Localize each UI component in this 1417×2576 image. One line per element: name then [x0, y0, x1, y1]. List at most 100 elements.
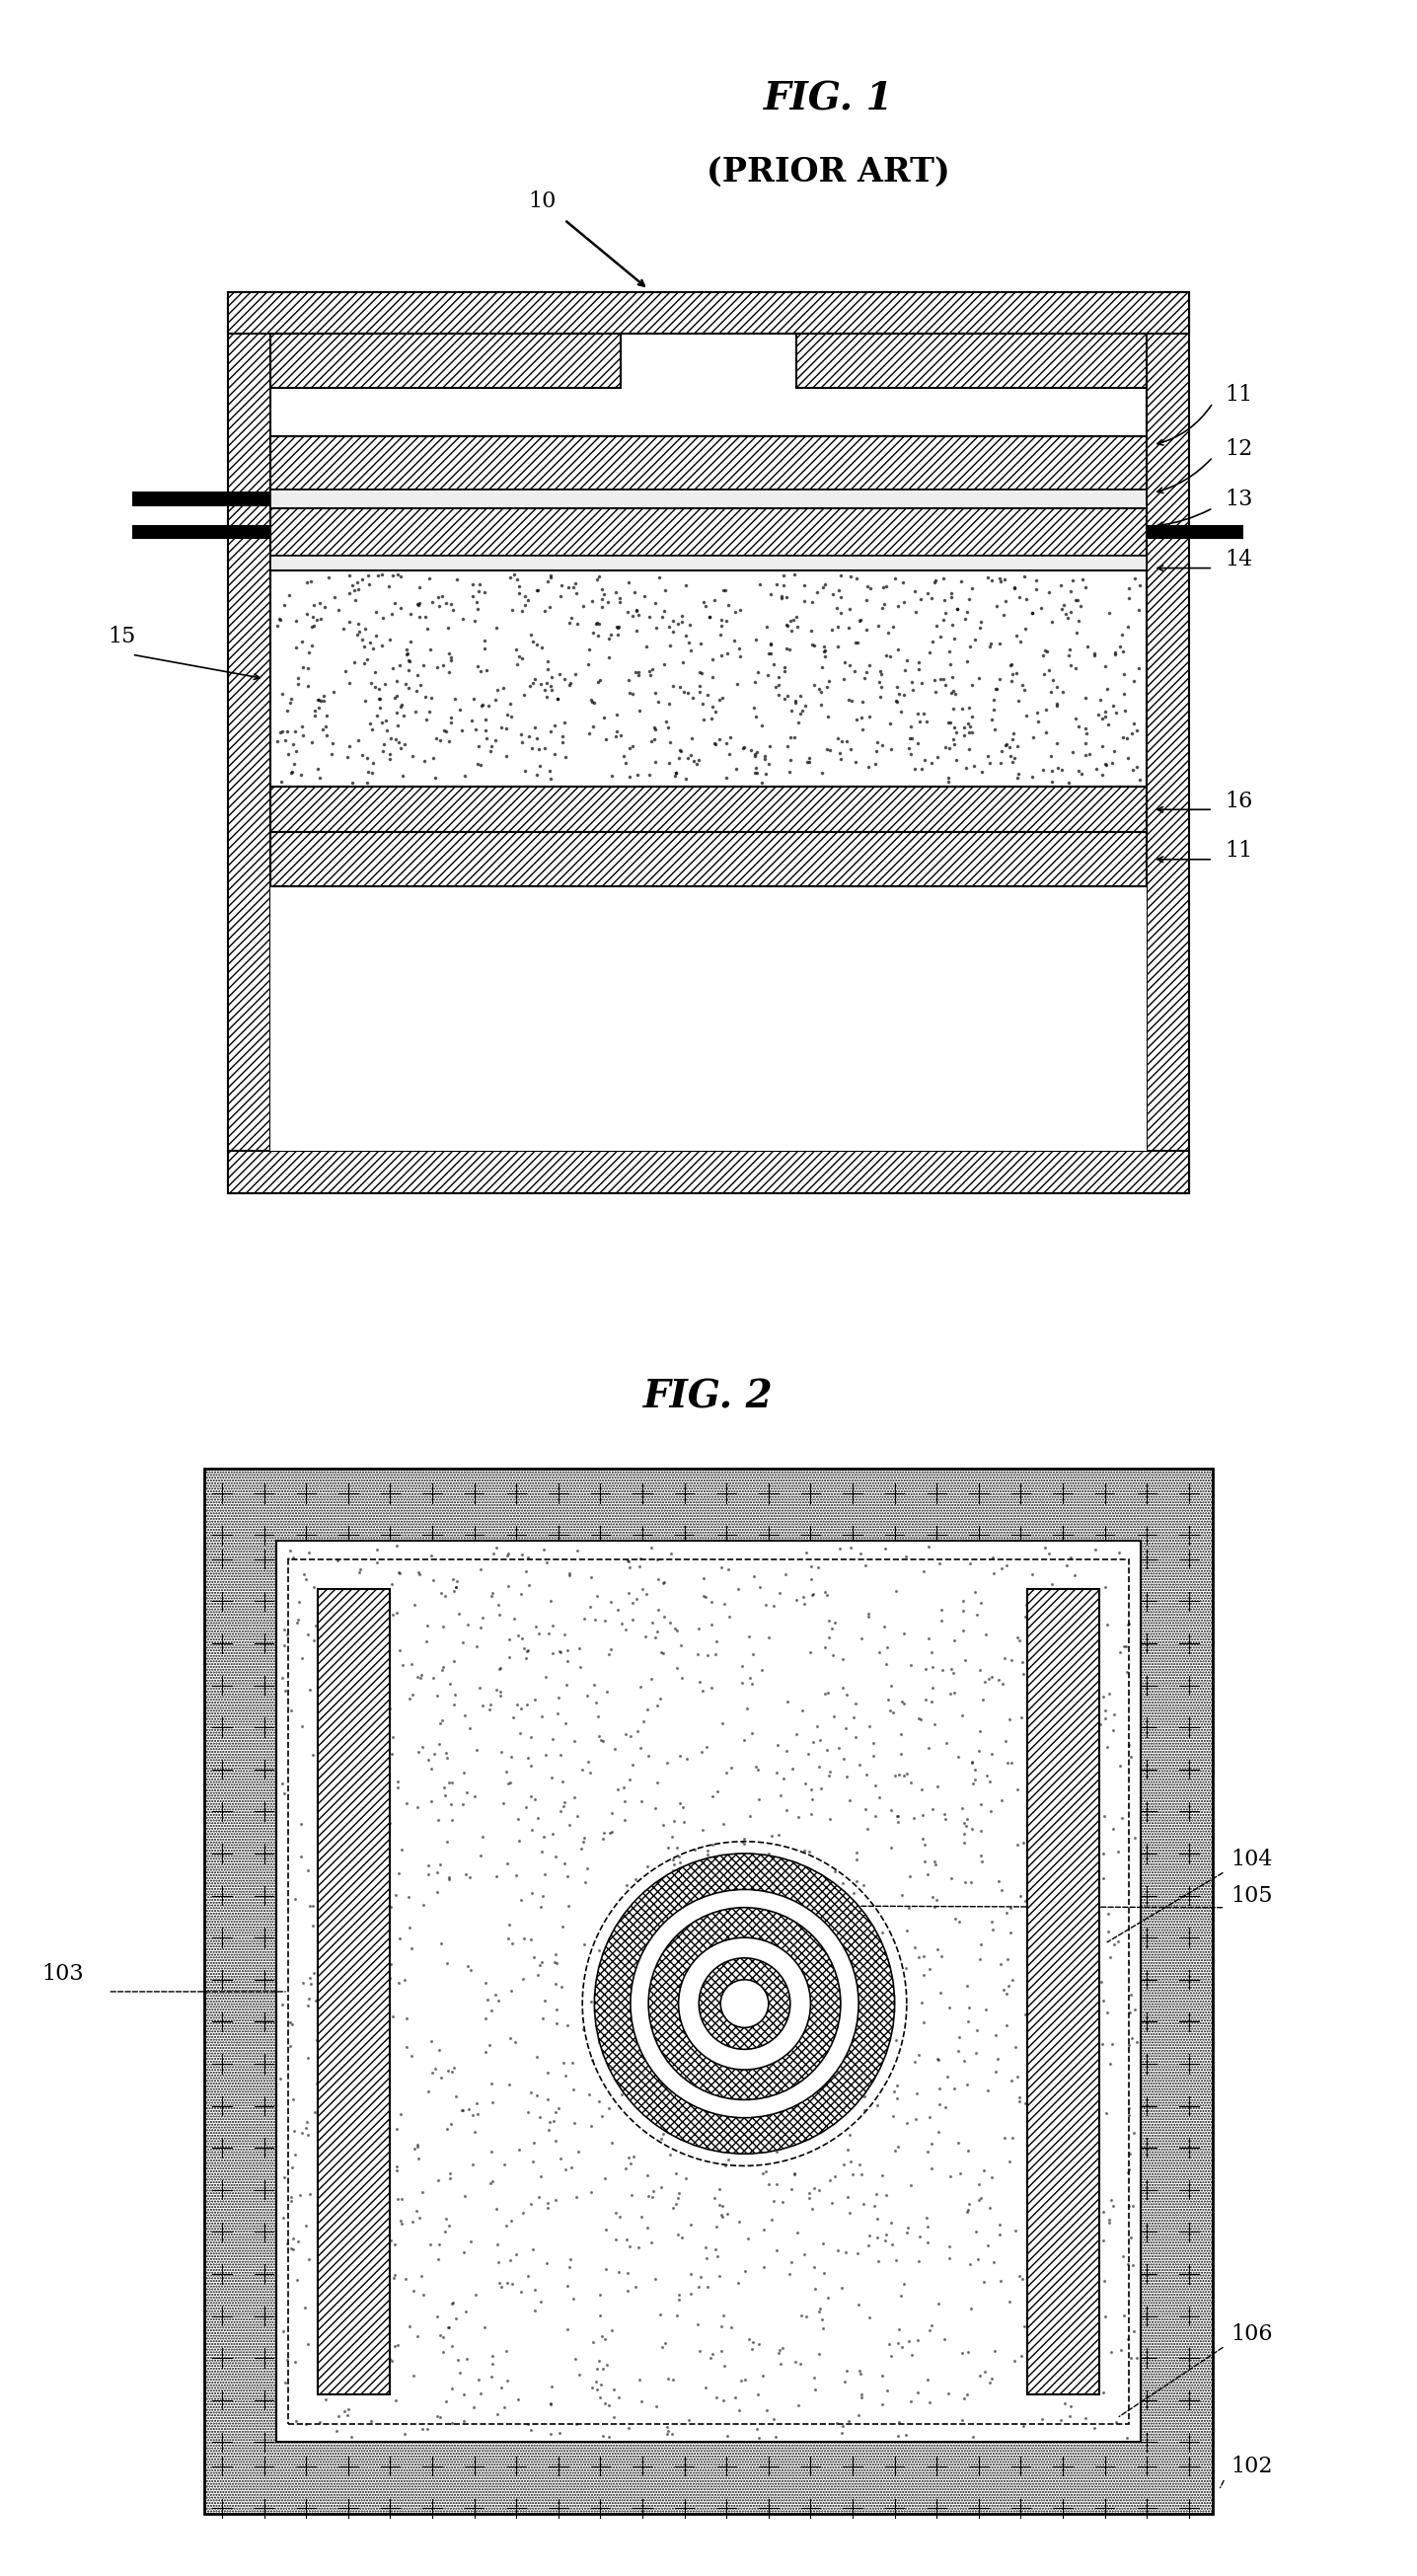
Point [806, 572, 829, 613]
Point [1033, 2236, 1056, 2277]
Point [930, 616, 952, 657]
Point [377, 2344, 400, 2385]
Point [1027, 2208, 1050, 2249]
Point [907, 721, 930, 762]
Point [1091, 698, 1114, 739]
Point [339, 2331, 361, 2372]
Bar [319, 1589, 390, 2393]
Point [614, 1713, 636, 1754]
Point [585, 603, 608, 644]
Point [587, 616, 609, 657]
Point [785, 1713, 808, 1754]
Point [625, 590, 648, 631]
Point [417, 1844, 439, 1886]
Point [839, 2115, 862, 2156]
Point [690, 2257, 713, 2298]
Point [281, 677, 303, 719]
Point [303, 2092, 326, 2133]
Point [446, 1561, 469, 1602]
Point [808, 2287, 830, 2329]
Point [506, 629, 529, 670]
Point [710, 2329, 733, 2370]
Point [323, 1999, 346, 2040]
Point [869, 1631, 891, 1672]
Point [356, 2038, 378, 2079]
Point [961, 567, 983, 608]
Point [723, 621, 745, 662]
Point [285, 1602, 307, 1643]
Point [1032, 634, 1054, 675]
Point [995, 1721, 1017, 1762]
Point [791, 2025, 813, 2066]
Point [836, 1893, 859, 1935]
Point [921, 577, 944, 618]
Point [828, 1528, 850, 1569]
Point [300, 623, 323, 665]
Point [917, 1525, 939, 1566]
Point [1046, 1649, 1068, 1690]
Point [333, 1883, 356, 1924]
Point [585, 1682, 608, 1723]
Point [366, 2061, 388, 2102]
Point [510, 2269, 533, 2311]
Point [401, 1674, 424, 1716]
Point [954, 1862, 976, 1904]
Point [436, 1821, 459, 1862]
Point [436, 2050, 459, 2092]
Bar [271, 435, 1146, 489]
Point [794, 580, 816, 621]
Bar [796, 335, 1146, 389]
Bar [276, 1540, 1141, 2442]
Point [908, 641, 931, 683]
Point [588, 2022, 611, 2063]
Point [820, 2182, 843, 2223]
Point [473, 629, 496, 670]
Point [544, 1935, 567, 1976]
Point [968, 2179, 990, 2221]
Point [948, 2017, 971, 2058]
Point [764, 2094, 786, 2136]
Point [757, 2120, 779, 2161]
Point [837, 680, 860, 721]
Point [380, 1942, 402, 1984]
Point [305, 2063, 327, 2105]
Point [978, 2187, 1000, 2228]
Point [366, 696, 388, 737]
Point [615, 1865, 638, 1906]
Point [738, 2318, 761, 2360]
Point [1114, 1625, 1136, 1667]
Point [520, 2071, 543, 2112]
Point [762, 2398, 785, 2439]
Point [364, 1976, 387, 2017]
Point [1101, 742, 1124, 783]
Point [357, 1991, 380, 2032]
Point [432, 644, 455, 685]
Point [524, 708, 547, 750]
Point [293, 2287, 316, 2329]
Point [893, 2264, 915, 2306]
Point [757, 654, 779, 696]
Point [1029, 587, 1051, 629]
Point [1078, 2099, 1101, 2141]
Point [775, 1947, 798, 1989]
Point [1063, 1857, 1085, 1899]
Point [353, 626, 376, 667]
Point [1046, 683, 1068, 724]
Point [497, 1917, 520, 1958]
Point [1064, 698, 1087, 739]
Point [1091, 755, 1114, 796]
Point [361, 1589, 384, 1631]
Point [520, 613, 543, 654]
Point [1009, 2076, 1032, 2117]
Point [704, 1620, 727, 1662]
Point [628, 654, 650, 696]
Point [1053, 2383, 1076, 2424]
Point [969, 1582, 992, 1623]
Point [1063, 1901, 1085, 1942]
Point [918, 2311, 941, 2352]
Point [337, 556, 360, 598]
Point [422, 1558, 445, 1600]
Point [531, 1996, 554, 2038]
Point [495, 2205, 517, 2246]
Point [538, 2102, 561, 2143]
